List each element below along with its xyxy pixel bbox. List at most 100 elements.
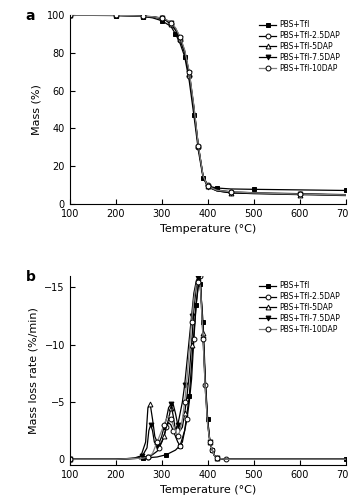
PBS+Tfl-10DAP [159, 15, 164, 21]
PBS+Tfl-2.5DAP [114, 12, 118, 18]
PBS+Tfl-5DAP [192, 104, 196, 110]
PBS+Tfl-2.5DAP [178, 442, 182, 448]
PBS+Tfl-5DAP [143, 439, 148, 445]
PBS+Tfl-2.5DAP [162, 434, 166, 440]
PBS+Tfl-7.5DAP [169, 402, 173, 407]
PBS+Tfl-2.5DAP [213, 453, 217, 459]
PBS+Tfl-2.5DAP [190, 376, 194, 382]
PBS+Tfl-5DAP [164, 18, 168, 24]
PBS+Tfl-2.5DAP [132, 13, 136, 19]
PBS+Tfl [159, 18, 164, 24]
PBS+Tfl-5DAP [210, 447, 214, 453]
PBS+Tfl-10DAP [192, 296, 196, 302]
PBS+Tfl-5DAP [173, 410, 178, 416]
PBS+Tfl [194, 302, 198, 308]
PBS+Tfl-10DAP [343, 192, 348, 198]
PBS+Tfl-2.5DAP [196, 278, 201, 284]
PBS+Tfl-10DAP [252, 190, 256, 196]
PBS+Tfl-2.5DAP [201, 172, 205, 178]
PBS+Tfl-5DAP [150, 416, 155, 422]
PBS+Tfl-5DAP [164, 424, 168, 430]
PBS+Tfl-2.5DAP [180, 439, 185, 445]
PBS+Tfl-7.5DAP [192, 104, 196, 110]
PBS+Tfl-2.5DAP [215, 455, 219, 461]
PBS+Tfl-5DAP [141, 14, 146, 20]
PBS+Tfl [173, 31, 178, 37]
Line: PBS+Tfl-10DAP: PBS+Tfl-10DAP [67, 279, 348, 462]
PBS+Tfl-5DAP [157, 442, 162, 448]
PBS+Tfl-5DAP [208, 439, 212, 445]
PBS+Tfl-5DAP [252, 190, 256, 196]
PBS+Tfl-7.5DAP [164, 17, 168, 23]
PBS+Tfl-7.5DAP [198, 275, 202, 281]
PBS+Tfl [199, 290, 203, 296]
PBS+Tfl-10DAP [180, 416, 185, 422]
PBS+Tfl-10DAP [215, 455, 219, 461]
PBS+Tfl-5DAP [343, 192, 348, 198]
PBS+Tfl-10DAP [169, 416, 173, 422]
PBS+Tfl-2.5DAP [194, 302, 198, 308]
PBS+Tfl-2.5DAP [150, 14, 155, 20]
PBS+Tfl [343, 456, 348, 462]
Text: a: a [26, 10, 35, 24]
Line: PBS+Tfl-2.5DAP: PBS+Tfl-2.5DAP [67, 13, 348, 197]
PBS+Tfl-5DAP [183, 49, 187, 55]
PBS+Tfl-2.5DAP [173, 27, 178, 33]
PBS+Tfl-7.5DAP [114, 456, 118, 462]
PBS+Tfl-7.5DAP [68, 456, 72, 462]
PBS+Tfl-2.5DAP [198, 273, 202, 279]
PBS+Tfl-2.5DAP [169, 22, 173, 28]
PBS+Tfl-5DAP [146, 404, 150, 410]
Line: PBS+Tfl: PBS+Tfl [67, 13, 348, 193]
PBS+Tfl-10DAP [162, 422, 166, 428]
PBS+Tfl-5DAP [343, 456, 348, 462]
PBS+Tfl-7.5DAP [140, 453, 144, 459]
PBS+Tfl-7.5DAP [196, 275, 201, 281]
PBS+Tfl-10DAP [166, 412, 171, 418]
PBS+Tfl-5DAP [192, 308, 196, 314]
Text: b: b [26, 270, 36, 284]
PBS+Tfl [164, 452, 168, 458]
PBS+Tfl [132, 13, 136, 19]
PBS+Tfl-7.5DAP [229, 190, 233, 196]
PBS+Tfl [210, 447, 214, 453]
PBS+Tfl-10DAP [178, 34, 182, 40]
PBS+Tfl-10DAP [187, 348, 191, 354]
PBS+Tfl-10DAP [146, 454, 150, 460]
PBS+Tfl [114, 456, 118, 462]
PBS+Tfl-7.5DAP [215, 455, 219, 461]
PBS+Tfl-5DAP [114, 456, 118, 462]
PBS+Tfl-5DAP [201, 172, 205, 178]
Y-axis label: Mass (%): Mass (%) [31, 84, 41, 135]
PBS+Tfl-5DAP [203, 382, 207, 388]
PBS+Tfl-7.5DAP [183, 48, 187, 54]
PBS+Tfl-2.5DAP [183, 50, 187, 56]
PBS+Tfl-5DAP [91, 12, 95, 18]
PBS+Tfl-5DAP [185, 393, 189, 399]
PBS+Tfl-5DAP [206, 420, 210, 426]
PBS+Tfl-7.5DAP [213, 453, 217, 459]
PBS+Tfl [178, 442, 182, 448]
PBS+Tfl-5DAP [187, 370, 191, 376]
PBS+Tfl-2.5DAP [157, 445, 162, 451]
PBS+Tfl [201, 319, 205, 325]
PBS+Tfl-7.5DAP [145, 445, 149, 451]
PBS+Tfl [68, 456, 72, 462]
Y-axis label: Mass loss rate (%/min): Mass loss rate (%/min) [29, 307, 39, 434]
PBS+Tfl-5DAP [132, 455, 136, 461]
PBS+Tfl-5DAP [201, 330, 205, 336]
PBS+Tfl-10DAP [141, 455, 146, 461]
PBS+Tfl-5DAP [206, 183, 210, 189]
PBS+Tfl [141, 455, 146, 461]
PBS+Tfl [187, 393, 191, 399]
PBS+Tfl-7.5DAP [150, 14, 155, 20]
PBS+Tfl [114, 12, 118, 18]
PBS+Tfl-10DAP [169, 20, 173, 26]
PBS+Tfl-10DAP [196, 278, 201, 284]
PBS+Tfl-2.5DAP [114, 456, 118, 462]
PBS+Tfl-10DAP [114, 12, 118, 18]
PBS+Tfl-10DAP [199, 290, 203, 296]
PBS+Tfl-5DAP [132, 13, 136, 19]
PBS+Tfl-7.5DAP [132, 13, 136, 19]
PBS+Tfl-7.5DAP [194, 278, 198, 284]
